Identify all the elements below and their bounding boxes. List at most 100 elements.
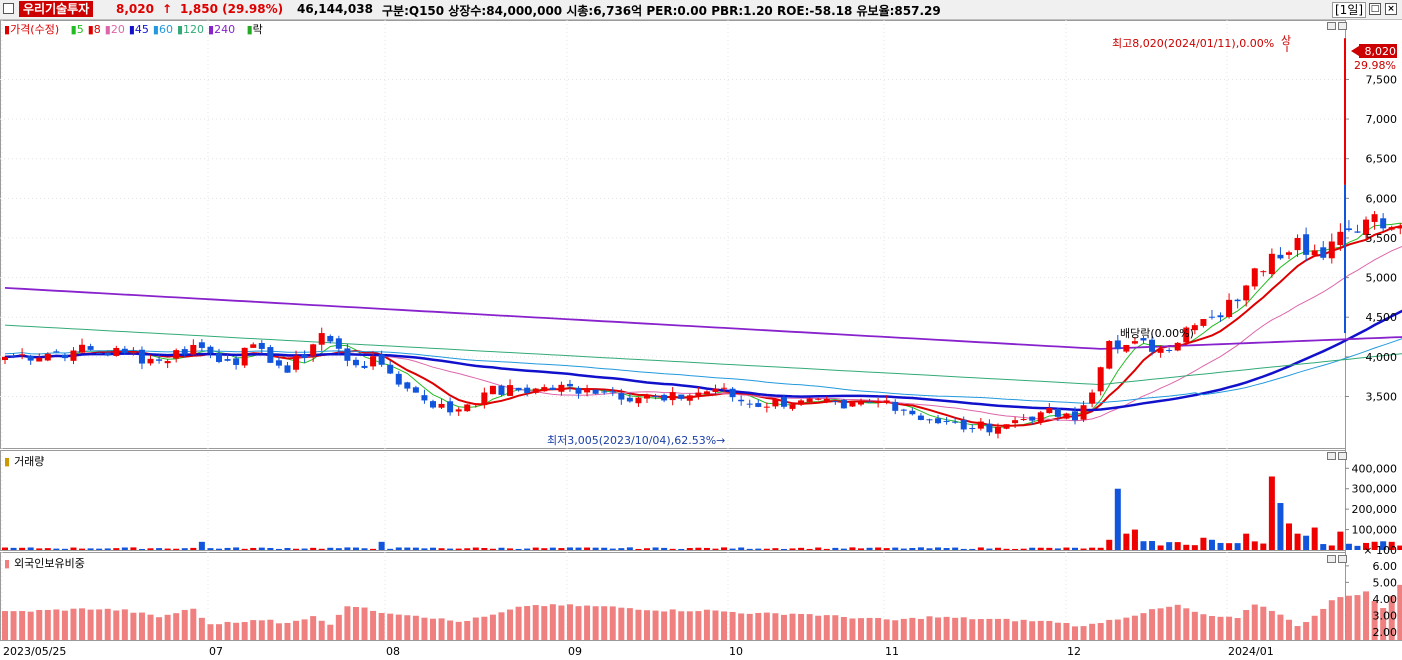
candle-body [977,421,984,429]
price-y-tick-label: 4,000 [1366,351,1398,364]
candle [318,327,325,351]
volume-bar [1114,488,1121,550]
volume-bar [1328,545,1335,550]
candle [87,343,94,351]
candle-body [1234,299,1241,302]
volume-bar [994,547,1001,550]
foreign-panel-min-icon[interactable] [1327,555,1336,563]
foreign-ownership-bar [1174,604,1181,640]
candle [541,384,548,392]
candle-body [780,396,787,407]
foreign-ownership-bar [1131,615,1138,640]
foreign-ownership-bar [96,609,103,640]
volume-panel-close-icon[interactable] [1338,452,1347,460]
volume-bar [661,547,668,550]
candle [1003,424,1010,430]
candle-body [678,394,685,399]
candle-body [61,354,68,359]
candle [138,346,145,370]
volume-bar [789,548,796,550]
price-panel-close-icon[interactable] [1338,22,1347,30]
foreign-ownership-bar [566,604,573,640]
volume-bar [858,548,864,550]
candle-body [849,401,856,407]
legend-ma-45: ▮45 [128,23,149,36]
volume-bar [224,547,231,550]
foreign-ownership-bar [1157,608,1164,640]
candle [207,345,214,359]
period-button[interactable]: [1일] [1332,2,1367,18]
foreign-ownership-bar [549,604,556,640]
volume-panel-min-icon[interactable] [1327,452,1336,460]
volume-bar [1157,545,1164,550]
volume-bar [1046,547,1053,550]
candle [1303,227,1310,262]
candle-body [147,358,154,364]
foreign-ownership-bar [1320,608,1327,640]
candle-body [404,382,411,389]
foreign-ownership-bar [541,606,548,640]
volume-bar [464,548,471,550]
foreign-ownership-bar [1063,622,1070,640]
upper-limit-flag: 상 [1281,34,1291,47]
candle [464,403,471,412]
candle [472,403,479,408]
foreign-ownership-bar [866,617,873,640]
candle [935,414,942,425]
legend-ma-60: ▮60 [152,23,173,36]
price-panel-min-icon[interactable] [1327,22,1336,30]
maximize-icon[interactable]: □ [1369,3,1381,15]
foreign-ownership-bar [430,618,436,640]
candle [763,402,770,413]
candle-body [113,347,120,356]
candle [310,343,317,362]
foreign-ownership-bar [327,624,334,640]
foreign-ownership-bar [310,616,317,640]
candle [275,357,282,369]
volume-bar [275,548,282,550]
candle-body [1149,339,1156,352]
candle-body [1063,413,1070,419]
candle-body [1277,254,1284,259]
price-y-tick-label: 3,500 [1366,390,1398,403]
candle [609,387,616,396]
candle-body [738,399,745,402]
candle-body [464,404,471,412]
candle-body [1106,341,1113,369]
volume-bar [1363,542,1370,550]
stock-name[interactable]: 우리기술투자 [19,1,94,17]
current-price: 8,020 [116,2,154,16]
candle-body [327,335,334,342]
candle [1397,223,1402,235]
foreign-ownership-bar [352,607,359,640]
x-tick-label: 09 [568,645,582,658]
candle [233,355,240,370]
volume-bar [1020,548,1027,550]
price-y-tick-label: 6,000 [1366,192,1398,205]
candle [644,393,650,403]
foreign-ownership-bar [977,619,984,640]
candle [370,351,377,370]
select-checkbox[interactable] [3,3,14,14]
foreign-y-tick-label: 4.00 [1373,593,1398,606]
volume-bar [1063,547,1070,550]
candle-body [1363,219,1370,235]
foreign-ownership-bar [883,619,890,640]
candle [327,334,334,344]
volume-bar [1208,539,1215,550]
foreign-ownership-bar [1097,623,1104,640]
foreign-ownership-bar [1054,622,1061,640]
foreign-panel-close-icon[interactable] [1338,555,1347,563]
price-change: 1,850 (29.98%) [180,2,283,16]
candle-body [652,395,659,398]
foreign-legend: ▮ 외국인보유비중 [4,557,85,570]
candle-body [1200,319,1207,326]
foreign-ownership-bar [1037,620,1044,640]
candle-body [447,401,454,413]
close-icon[interactable]: × [1385,3,1397,15]
foreign-ownership-bar [558,605,565,640]
candle [618,388,625,405]
foreign-ownership-bar [224,621,231,640]
candle [549,384,556,391]
candle [378,350,385,367]
